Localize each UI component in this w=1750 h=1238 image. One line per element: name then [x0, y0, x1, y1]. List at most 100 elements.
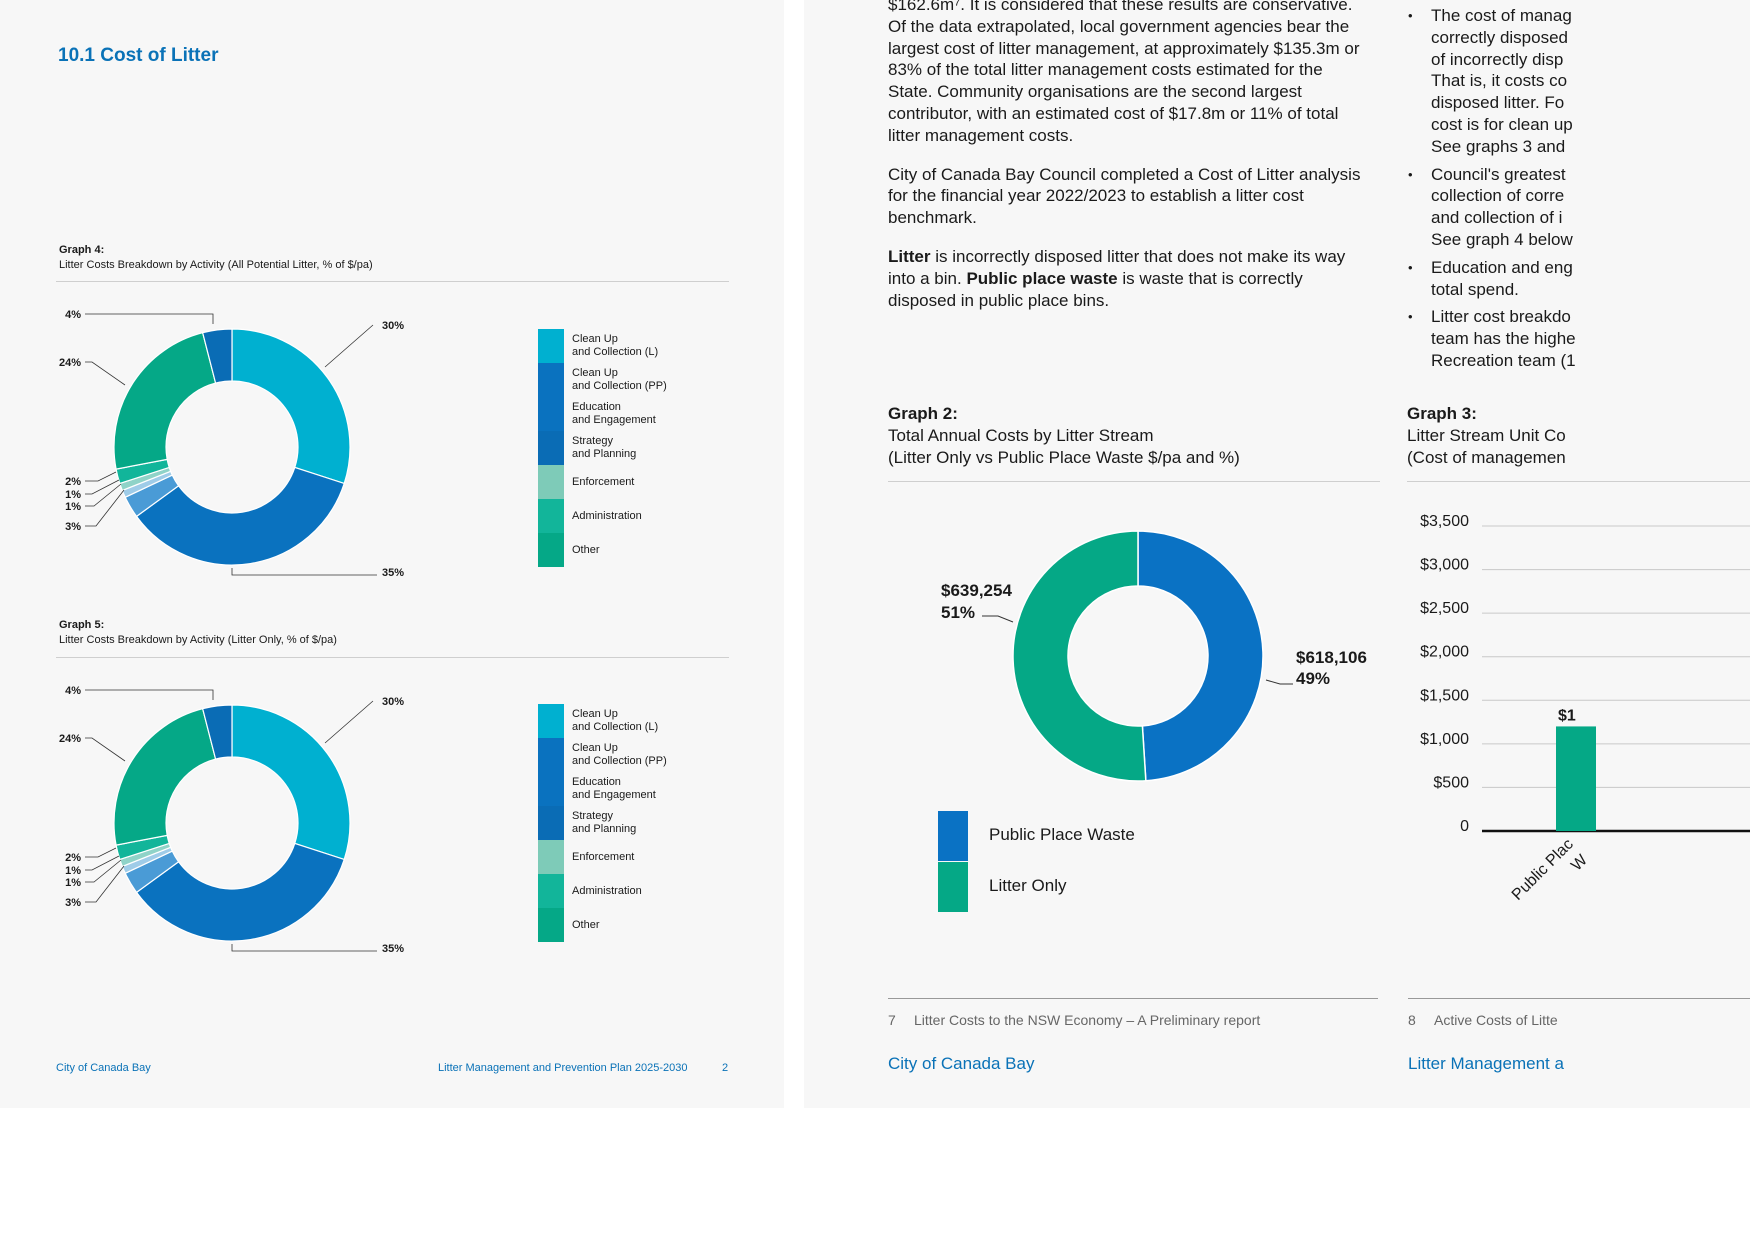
legend-swatch: [538, 738, 564, 772]
graph2-divider: [888, 481, 1380, 482]
slice-percent-label: 35%: [382, 567, 404, 579]
slice-percent-label: 30%: [382, 320, 404, 332]
y-tick-label: 0: [1460, 818, 1469, 835]
legend-label: Strategy and Planning: [572, 435, 637, 460]
graph4-divider: [56, 281, 729, 282]
graph5-label: Graph 5:: [59, 619, 105, 631]
legend-swatch: [538, 465, 564, 499]
legend-label: Strategy and Planning: [572, 810, 637, 835]
graph3-title-line2: (Cost of managemen: [1407, 448, 1566, 467]
slice-leader-line: [85, 847, 117, 858]
graph2-label: Graph 2:: [888, 404, 958, 423]
graph3-title-line1: Litter Stream Unit Co: [1407, 426, 1566, 445]
legend-label: Administration: [572, 509, 642, 522]
graph3-divider: [1407, 481, 1750, 482]
legend-label: Administration: [572, 884, 642, 897]
legend-label: Education and Engagement: [572, 401, 656, 426]
legend-label: Clean Up and Collection (PP): [572, 742, 667, 767]
slice-percent-label: 3%: [65, 897, 81, 909]
y-tick-label: $2,000: [1420, 644, 1469, 661]
slice-percent-label: 3%: [65, 521, 81, 533]
legend-swatch: [538, 840, 564, 874]
donut-slice: [1012, 530, 1147, 782]
bar: [1556, 726, 1596, 831]
slice-percent-label: 24%: [59, 733, 81, 745]
footer-org: City of Canada Bay: [888, 1054, 1035, 1073]
footnote-text-8: Active Costs of Litte: [1434, 1012, 1558, 1028]
graph5-title-block: Graph 5: Litter Costs Breakdown by Activ…: [59, 618, 337, 648]
legend-swatch: [538, 908, 564, 942]
slice-leader-line: [85, 865, 125, 903]
footnote-divider-left: [888, 998, 1378, 999]
x-tick-label: W: [1568, 851, 1591, 874]
graph4-label: Graph 4:: [59, 244, 105, 256]
donut-slice: [135, 842, 345, 942]
legend-label-litter-only: Litter Only: [989, 876, 1067, 895]
public-place-waste-value-label: $618,106: [1296, 648, 1367, 667]
donut-slice: [135, 466, 345, 566]
donut-slice: [201, 704, 233, 760]
graph5-donut-chart: 30%35%3%1%1%2%24%4%: [59, 685, 404, 955]
footnote-text-7: Litter Costs to the NSW Economy – A Prel…: [914, 1012, 1261, 1028]
donut-slice: [201, 328, 233, 384]
slice-percent-label: 35%: [382, 943, 404, 955]
graph5-legend: Clean Up and Collection (L) Clean Up and …: [538, 704, 738, 942]
legend-swatch: [538, 533, 564, 567]
legend-label: Clean Up and Collection (L): [572, 708, 659, 733]
def-litter: is incorrectly disposed litter that does…: [888, 246, 1346, 288]
term-litter: Litter: [888, 246, 931, 266]
slice-leader-line: [324, 324, 374, 368]
donut-slice: [231, 328, 351, 485]
graph5-title: Litter Costs Breakdown by Activity (Litt…: [59, 634, 337, 646]
legend-swatch: [538, 806, 564, 840]
legend-label: Enforcement: [572, 475, 635, 488]
y-tick-label: $3,000: [1420, 557, 1469, 574]
legend-swatch-public-place-waste: [938, 811, 968, 861]
legend-swatch-litter-only: [938, 862, 968, 912]
footer-doc-title: Litter Management and Prevention Plan 20…: [438, 1062, 688, 1074]
y-tick-label: $3,500: [1420, 513, 1469, 530]
donut-slice: [113, 331, 217, 470]
footer-org: City of Canada Bay: [56, 1062, 151, 1074]
graph4-legend: Clean Up and Collection (L) Clean Up and …: [538, 329, 738, 567]
slice-percent-label: 1%: [65, 865, 81, 877]
footnote-number-7: 7: [888, 1012, 896, 1028]
slice-leader-line: [231, 568, 377, 576]
graph3-label: Graph 3:: [1407, 404, 1477, 423]
slice-leader-line: [85, 737, 126, 762]
legend-label-public-place-waste: Public Place Waste: [989, 825, 1135, 844]
donut-slice: [1137, 530, 1264, 782]
legend-swatch: [538, 704, 564, 738]
footnote-number-8: 8: [1408, 1012, 1416, 1028]
legend-swatch: [538, 874, 564, 908]
slice-percent-label: 4%: [65, 309, 81, 321]
donut-slice: [113, 707, 217, 846]
slice-percent-label: 1%: [65, 877, 81, 889]
slice-leader-line: [85, 313, 214, 324]
legend-label: Enforcement: [572, 850, 635, 863]
right-page: $162.6m⁷. It is considered that these re…: [804, 0, 1750, 1108]
legend-swatch: [538, 772, 564, 806]
donut-slice: [231, 704, 351, 861]
legend-swatch: [538, 363, 564, 397]
legend-swatch: [538, 499, 564, 533]
y-tick-label: $1,500: [1420, 687, 1469, 704]
term-public-place-waste: Public place waste: [966, 268, 1118, 288]
footer-doc-title: Litter Management a: [1408, 1054, 1564, 1073]
slice-leader-line: [85, 689, 214, 700]
slice-percent-label: 1%: [65, 501, 81, 513]
slice-percent-label: 2%: [65, 852, 81, 864]
slice-leader-line: [85, 361, 126, 386]
slice-leader-line: [85, 859, 122, 883]
legend-label: Other: [572, 918, 600, 931]
paragraph-intro: $162.6m⁷. It is considered that these re…: [888, 0, 1360, 145]
slice-leader-line: [982, 615, 1014, 623]
y-tick-label: $2,500: [1420, 600, 1469, 617]
legend-label: Clean Up and Collection (PP): [572, 367, 667, 392]
legend-swatch: [538, 397, 564, 431]
page-number: 2: [722, 1062, 729, 1074]
slice-leader-line: [1265, 679, 1293, 685]
